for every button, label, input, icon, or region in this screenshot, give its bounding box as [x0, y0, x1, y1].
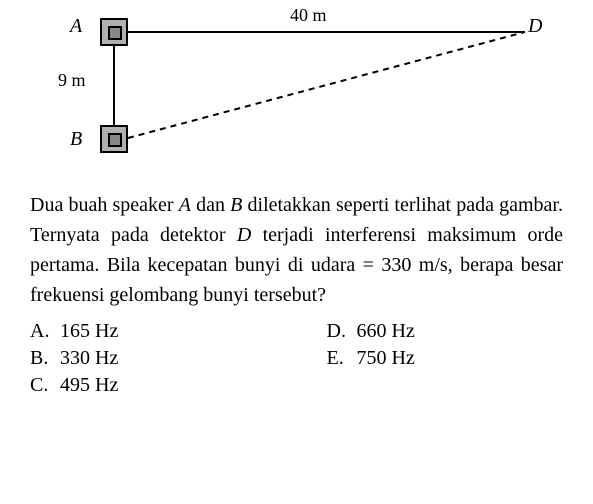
option-d-value: 660 Hz	[357, 320, 415, 343]
option-a-value: 165 Hz	[60, 320, 118, 343]
answer-options: A. 165 Hz D. 660 Hz B. 330 Hz E. 750 Hz …	[30, 320, 563, 397]
option-e: E. 750 Hz	[327, 347, 564, 370]
option-c-value: 495 Hz	[60, 374, 118, 397]
option-a: A. 165 Hz	[30, 320, 267, 343]
line-bd-dashed	[128, 32, 525, 138]
option-e-letter: E.	[327, 347, 357, 370]
option-d: D. 660 Hz	[327, 320, 564, 343]
option-e-value: 750 Hz	[357, 347, 415, 370]
question-text: Dua buah speaker A dan B diletakkan sepe…	[30, 190, 563, 310]
diagram-lines	[30, 10, 550, 170]
option-c-letter: C.	[30, 374, 60, 397]
option-b-value: 330 Hz	[60, 347, 118, 370]
option-b-letter: B.	[30, 347, 60, 370]
option-a-letter: A.	[30, 320, 60, 343]
physics-diagram: A 40 m D 9 m B	[30, 10, 550, 170]
option-d-letter: D.	[327, 320, 357, 343]
option-b: B. 330 Hz	[30, 347, 267, 370]
option-c: C. 495 Hz	[30, 374, 267, 397]
